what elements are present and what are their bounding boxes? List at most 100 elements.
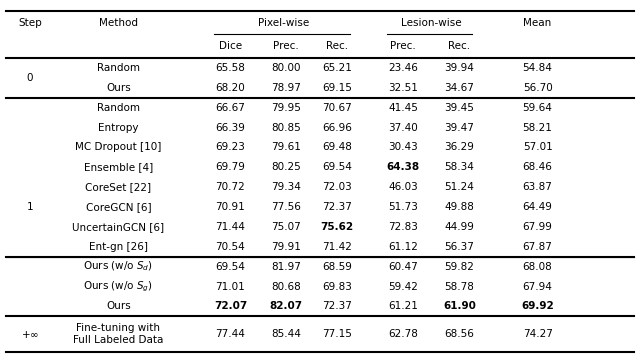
Text: Ours (w/o $S_d$): Ours (w/o $S_d$) xyxy=(83,260,154,273)
Text: 60.47: 60.47 xyxy=(388,262,418,272)
Text: 64.49: 64.49 xyxy=(523,202,552,212)
Text: 57.01: 57.01 xyxy=(523,143,552,152)
Text: 79.34: 79.34 xyxy=(271,182,301,192)
Text: 63.87: 63.87 xyxy=(523,182,552,192)
Text: 67.99: 67.99 xyxy=(523,222,552,232)
Text: Rec.: Rec. xyxy=(449,41,470,51)
Text: 56.37: 56.37 xyxy=(445,242,474,252)
Text: 71.01: 71.01 xyxy=(216,282,245,291)
Text: Mean: Mean xyxy=(524,18,552,28)
Text: 77.15: 77.15 xyxy=(323,329,352,339)
Text: 81.97: 81.97 xyxy=(271,262,301,272)
Text: 69.79: 69.79 xyxy=(216,162,245,172)
Text: 82.07: 82.07 xyxy=(269,301,303,311)
Text: Dice: Dice xyxy=(219,41,242,51)
Text: 61.21: 61.21 xyxy=(388,301,418,311)
Text: 85.44: 85.44 xyxy=(271,329,301,339)
Text: Lesion-wise: Lesion-wise xyxy=(401,18,461,28)
Text: UncertainGCN [6]: UncertainGCN [6] xyxy=(72,222,164,232)
Text: 74.27: 74.27 xyxy=(523,329,552,339)
Text: 72.37: 72.37 xyxy=(323,301,352,311)
Text: 71.42: 71.42 xyxy=(323,242,352,252)
Text: 80.00: 80.00 xyxy=(271,63,301,73)
Text: 69.54: 69.54 xyxy=(216,262,245,272)
Text: 77.56: 77.56 xyxy=(271,202,301,212)
Text: Random: Random xyxy=(97,103,140,113)
Text: 69.23: 69.23 xyxy=(216,143,245,152)
Text: 34.67: 34.67 xyxy=(445,83,474,93)
Text: 66.67: 66.67 xyxy=(216,103,245,113)
Text: 59.64: 59.64 xyxy=(523,103,552,113)
Text: 68.56: 68.56 xyxy=(445,329,474,339)
Text: 54.84: 54.84 xyxy=(523,63,552,73)
Text: 46.03: 46.03 xyxy=(388,182,418,192)
Text: 68.20: 68.20 xyxy=(216,83,245,93)
Text: 69.15: 69.15 xyxy=(323,83,352,93)
Text: Entropy: Entropy xyxy=(98,123,139,132)
Text: 0: 0 xyxy=(27,73,33,83)
Text: Prec.: Prec. xyxy=(273,41,299,51)
Text: Random: Random xyxy=(97,63,140,73)
Text: 67.87: 67.87 xyxy=(523,242,552,252)
Text: Pixel-wise: Pixel-wise xyxy=(258,18,310,28)
Text: 59.42: 59.42 xyxy=(388,282,418,291)
Text: Ensemble [4]: Ensemble [4] xyxy=(84,162,153,172)
Text: 56.70: 56.70 xyxy=(523,83,552,93)
Text: Ours (w/o $S_g$): Ours (w/o $S_g$) xyxy=(83,280,154,294)
Text: 51.24: 51.24 xyxy=(445,182,474,192)
Text: 72.37: 72.37 xyxy=(323,202,352,212)
Text: 30.43: 30.43 xyxy=(388,143,418,152)
Text: 70.67: 70.67 xyxy=(323,103,352,113)
Text: 69.54: 69.54 xyxy=(323,162,352,172)
Text: Ent-gn [26]: Ent-gn [26] xyxy=(89,242,148,252)
Text: 75.62: 75.62 xyxy=(321,222,354,232)
Text: 72.03: 72.03 xyxy=(323,182,352,192)
Text: 78.97: 78.97 xyxy=(271,83,301,93)
Text: 23.46: 23.46 xyxy=(388,63,418,73)
Text: 64.38: 64.38 xyxy=(387,162,420,172)
Text: Fine-tuning with
Full Labeled Data: Fine-tuning with Full Labeled Data xyxy=(73,323,164,345)
Text: Prec.: Prec. xyxy=(390,41,416,51)
Text: 70.54: 70.54 xyxy=(216,242,245,252)
Text: Step: Step xyxy=(18,18,42,28)
Text: 79.61: 79.61 xyxy=(271,143,301,152)
Text: 58.34: 58.34 xyxy=(445,162,474,172)
Text: 70.91: 70.91 xyxy=(216,202,245,212)
Text: 39.94: 39.94 xyxy=(445,63,474,73)
Text: 68.59: 68.59 xyxy=(323,262,352,272)
Text: 58.21: 58.21 xyxy=(523,123,552,132)
Text: 65.58: 65.58 xyxy=(216,63,245,73)
Text: 72.07: 72.07 xyxy=(214,301,247,311)
Text: 36.29: 36.29 xyxy=(445,143,474,152)
Text: MC Dropout [10]: MC Dropout [10] xyxy=(76,143,161,152)
Text: CoreSet [22]: CoreSet [22] xyxy=(85,182,152,192)
Text: 67.94: 67.94 xyxy=(523,282,552,291)
Text: 37.40: 37.40 xyxy=(388,123,418,132)
Text: 80.68: 80.68 xyxy=(271,282,301,291)
Text: Rec.: Rec. xyxy=(326,41,348,51)
Text: Ours: Ours xyxy=(106,301,131,311)
Text: 69.48: 69.48 xyxy=(323,143,352,152)
Text: CoreGCN [6]: CoreGCN [6] xyxy=(86,202,151,212)
Text: 69.92: 69.92 xyxy=(521,301,554,311)
Text: 66.96: 66.96 xyxy=(323,123,352,132)
Text: 41.45: 41.45 xyxy=(388,103,418,113)
Text: 58.78: 58.78 xyxy=(445,282,474,291)
Text: 72.83: 72.83 xyxy=(388,222,418,232)
Text: 65.21: 65.21 xyxy=(323,63,352,73)
Text: Ours: Ours xyxy=(106,83,131,93)
Text: 79.91: 79.91 xyxy=(271,242,301,252)
Text: 39.47: 39.47 xyxy=(445,123,474,132)
Text: 77.44: 77.44 xyxy=(216,329,245,339)
Text: 62.78: 62.78 xyxy=(388,329,418,339)
Text: 49.88: 49.88 xyxy=(445,202,474,212)
Text: 51.73: 51.73 xyxy=(388,202,418,212)
Text: 32.51: 32.51 xyxy=(388,83,418,93)
Text: 61.12: 61.12 xyxy=(388,242,418,252)
Text: 80.25: 80.25 xyxy=(271,162,301,172)
Text: 79.95: 79.95 xyxy=(271,103,301,113)
Text: 80.85: 80.85 xyxy=(271,123,301,132)
Text: 75.07: 75.07 xyxy=(271,222,301,232)
Text: Method: Method xyxy=(99,18,138,28)
Text: 69.83: 69.83 xyxy=(323,282,352,291)
